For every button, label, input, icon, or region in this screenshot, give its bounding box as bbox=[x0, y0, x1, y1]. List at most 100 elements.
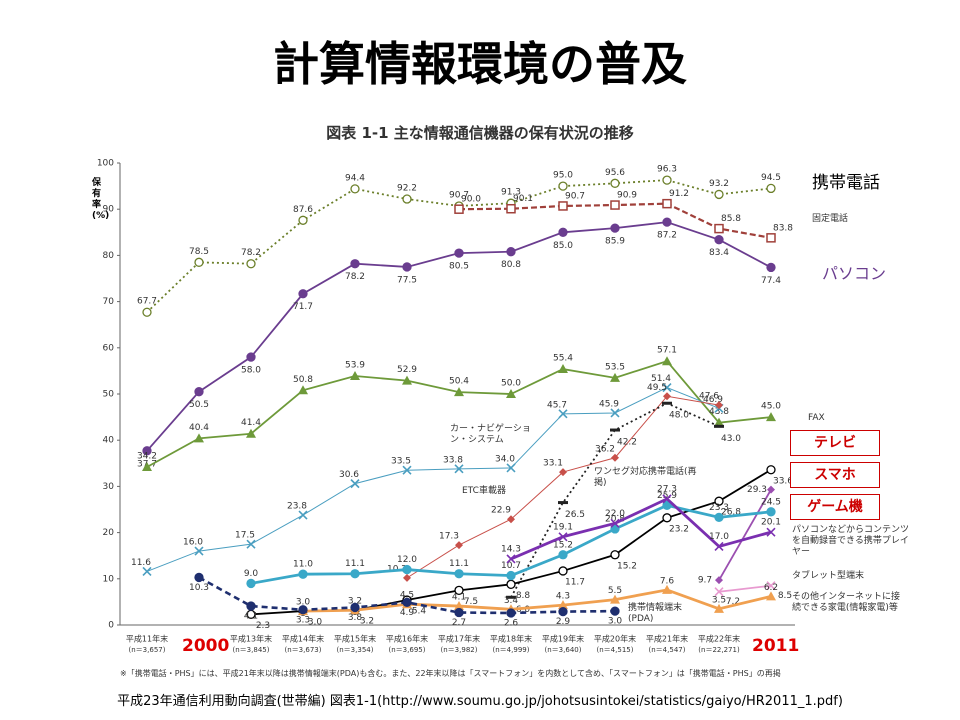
marker bbox=[506, 389, 516, 398]
series-name: 携帯電話 bbox=[812, 173, 880, 193]
marker bbox=[350, 184, 360, 194]
marker bbox=[454, 204, 464, 214]
series-name: パソコンなどからコンテンツを自動録音できる携帯プレイヤー bbox=[792, 525, 910, 557]
data-label: 15.2 bbox=[617, 561, 637, 571]
data-label: 16.0 bbox=[183, 538, 203, 548]
marker bbox=[298, 569, 308, 579]
data-label: 9.7 bbox=[698, 576, 712, 586]
marker bbox=[662, 198, 672, 209]
data-label: 4.1 bbox=[244, 612, 258, 622]
marker bbox=[662, 217, 672, 227]
marker bbox=[714, 541, 724, 552]
data-label: 52.9 bbox=[397, 365, 417, 375]
series-line bbox=[302, 588, 772, 613]
data-label: 49.5 bbox=[647, 383, 667, 393]
marker bbox=[506, 554, 516, 564]
data-label: 23.2 bbox=[669, 524, 689, 534]
marker bbox=[766, 507, 776, 517]
marker bbox=[454, 569, 464, 579]
marker bbox=[766, 465, 776, 475]
series-name: FAX bbox=[808, 413, 825, 423]
y-tick-label: 30 bbox=[103, 482, 115, 492]
data-label: 34.0 bbox=[495, 454, 515, 464]
marker bbox=[558, 227, 568, 237]
marker bbox=[610, 594, 620, 604]
marker bbox=[715, 401, 723, 410]
data-label: 4.9 bbox=[400, 608, 415, 618]
marker bbox=[142, 446, 152, 456]
marker bbox=[559, 468, 567, 477]
marker bbox=[558, 550, 568, 560]
x-tick-sublabel: (n＝3,673) bbox=[285, 646, 322, 654]
x-tick-sublabel: (n＝3,657) bbox=[129, 646, 166, 654]
data-label: 26.5 bbox=[565, 510, 585, 520]
data-label: 6.2 bbox=[764, 583, 778, 593]
marker bbox=[662, 356, 672, 366]
data-label: 27.3 bbox=[657, 484, 677, 494]
series-name: カー・ナビゲーション・システム bbox=[450, 424, 531, 445]
marker bbox=[714, 223, 724, 234]
year-label: 2011 bbox=[752, 636, 800, 656]
data-label: 46.9 bbox=[703, 395, 723, 405]
data-label: 17.0 bbox=[709, 532, 729, 542]
chart-title: 図表 1-1 主な情報通信機器の保有状況の推移 bbox=[326, 124, 634, 142]
marker bbox=[662, 494, 672, 504]
marker bbox=[402, 597, 412, 608]
marker bbox=[610, 518, 620, 528]
data-label: 50.5 bbox=[189, 400, 209, 410]
marker bbox=[767, 485, 775, 494]
marker bbox=[558, 501, 568, 505]
marker bbox=[246, 428, 256, 438]
marker bbox=[714, 587, 724, 597]
data-label: 58.0 bbox=[241, 366, 261, 376]
marker bbox=[766, 262, 776, 273]
data-label: 91.2 bbox=[669, 189, 689, 199]
marker bbox=[610, 606, 620, 616]
data-label: 6.0 bbox=[516, 605, 531, 615]
data-label: 9.0 bbox=[244, 569, 259, 579]
data-label: 7.2 bbox=[726, 597, 740, 607]
y-tick-label: 70 bbox=[103, 297, 115, 307]
x-tick-sublabel: (n＝3,845) bbox=[233, 646, 270, 654]
marker bbox=[610, 408, 620, 418]
marker bbox=[610, 372, 620, 382]
marker bbox=[350, 602, 360, 613]
y-tick-label: 10 bbox=[103, 574, 115, 584]
data-label: 77.4 bbox=[761, 276, 781, 286]
year-label: 2000 bbox=[182, 636, 230, 656]
data-label: 48.0 bbox=[669, 411, 689, 421]
data-label: 45.0 bbox=[761, 402, 781, 412]
data-label: 80.5 bbox=[449, 262, 469, 272]
data-label: 92.2 bbox=[397, 184, 417, 194]
marker bbox=[662, 401, 672, 405]
data-label: 22.0 bbox=[605, 509, 625, 519]
series-line bbox=[718, 489, 772, 581]
y-axis-label: 保有率(%) bbox=[92, 178, 110, 221]
marker bbox=[558, 600, 568, 610]
legend-box: テレビ bbox=[790, 430, 880, 456]
marker bbox=[246, 352, 256, 362]
marker bbox=[766, 183, 776, 194]
marker bbox=[506, 247, 516, 257]
data-label: 10.7 bbox=[501, 561, 521, 571]
y-tick-label: 20 bbox=[103, 528, 115, 538]
data-label: 3.8 bbox=[348, 613, 363, 623]
data-label: 42.2 bbox=[617, 438, 637, 448]
data-label: 40.4 bbox=[189, 423, 209, 433]
series-line bbox=[146, 386, 720, 572]
marker bbox=[611, 453, 619, 462]
marker bbox=[766, 412, 776, 422]
marker bbox=[558, 409, 568, 419]
data-label: 91.3 bbox=[501, 188, 521, 198]
legend-box: ゲーム機 bbox=[790, 494, 880, 520]
data-label: 10.3 bbox=[189, 583, 209, 593]
data-label: 90.1 bbox=[513, 194, 533, 204]
marker bbox=[350, 479, 360, 489]
data-label: 90.0 bbox=[461, 195, 481, 205]
marker bbox=[402, 194, 412, 204]
data-label: 7.5 bbox=[464, 597, 478, 607]
x-tick-label: 平成20年末 bbox=[594, 634, 636, 644]
data-label: 67.7 bbox=[137, 297, 157, 307]
data-label: 3.0 bbox=[608, 617, 623, 627]
marker bbox=[454, 601, 464, 611]
